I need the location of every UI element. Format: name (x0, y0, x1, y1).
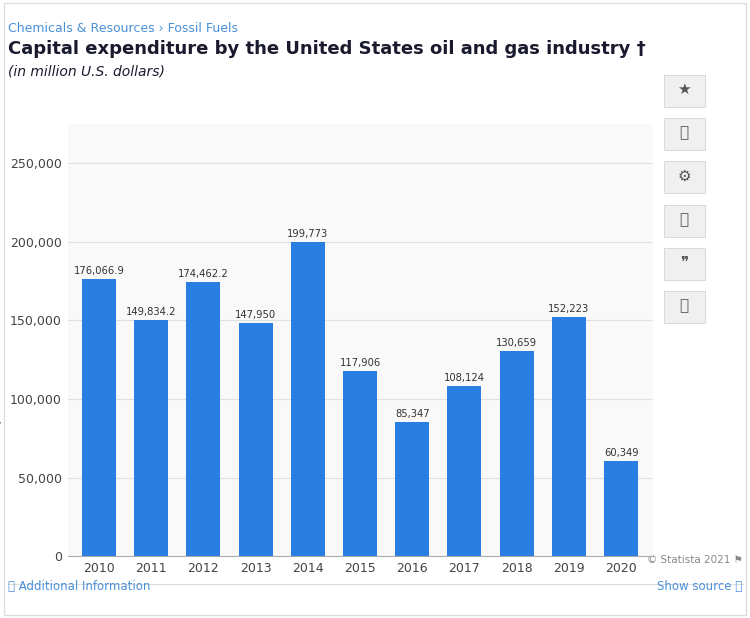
Text: 152,223: 152,223 (548, 303, 590, 313)
Text: ⎙: ⎙ (680, 298, 688, 313)
Text: 174,462.2: 174,462.2 (178, 269, 229, 279)
Text: Capital expenditure by the United States oil and gas industry †: Capital expenditure by the United States… (8, 40, 645, 58)
Bar (343, 371, 377, 556)
Text: 🔔: 🔔 (680, 125, 688, 140)
FancyBboxPatch shape (664, 118, 705, 150)
Bar (82, 279, 116, 556)
Bar (238, 323, 272, 556)
Bar (134, 321, 168, 556)
Text: 85,347: 85,347 (395, 408, 430, 419)
Bar (186, 282, 220, 556)
Text: ⓘ Additional Information: ⓘ Additional Information (8, 580, 150, 593)
Y-axis label: Expenditures in million U.S. dollars: Expenditures in million U.S. dollars (0, 242, 2, 438)
Text: 199,773: 199,773 (287, 229, 328, 239)
Bar (604, 461, 638, 556)
Text: ⤴: ⤴ (680, 212, 688, 227)
Bar (395, 422, 429, 556)
Text: ⚙: ⚙ (677, 169, 691, 184)
FancyBboxPatch shape (664, 291, 705, 323)
Text: © Statista 2021 ⚑: © Statista 2021 ⚑ (646, 556, 742, 565)
Text: Chemicals & Resources › Fossil Fuels: Chemicals & Resources › Fossil Fuels (8, 22, 238, 35)
FancyBboxPatch shape (664, 248, 705, 280)
Text: ★: ★ (677, 82, 691, 97)
Bar (291, 242, 325, 556)
Bar (448, 386, 482, 556)
FancyBboxPatch shape (664, 75, 705, 107)
Text: Show source ⓘ: Show source ⓘ (657, 580, 742, 593)
Text: 117,906: 117,906 (340, 358, 381, 368)
Bar (552, 317, 586, 556)
Text: 60,349: 60,349 (604, 448, 638, 458)
Text: 176,066.9: 176,066.9 (74, 266, 124, 276)
FancyBboxPatch shape (664, 161, 705, 193)
Text: ❞: ❞ (680, 255, 688, 270)
FancyBboxPatch shape (664, 205, 705, 237)
Text: 147,950: 147,950 (235, 310, 276, 320)
Text: 149,834.2: 149,834.2 (126, 307, 176, 318)
Text: 130,659: 130,659 (496, 337, 537, 347)
Bar (500, 350, 534, 556)
Text: 108,124: 108,124 (444, 373, 485, 383)
Text: (in million U.S. dollars): (in million U.S. dollars) (8, 65, 164, 79)
